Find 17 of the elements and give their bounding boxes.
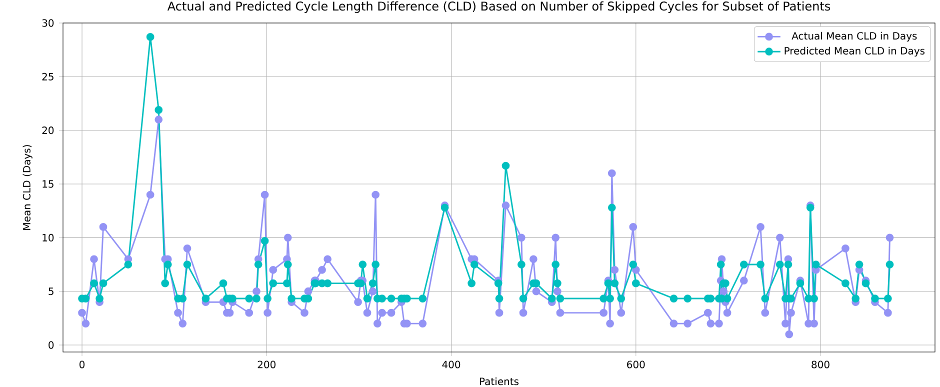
y-tick-label: 5: [48, 288, 54, 296]
x-axis-title: Patients: [480, 377, 519, 386]
y-tick-label: 25: [42, 72, 54, 80]
x-tick-label: 200: [258, 360, 276, 368]
y-tick-label: 0: [48, 341, 54, 349]
x-tick-label: 800: [812, 360, 830, 368]
x-tick-label: 0: [80, 360, 85, 368]
x-tick-label: 400: [442, 360, 460, 368]
y-tick-label: 15: [42, 180, 54, 188]
chart-title: Actual and Predicted Cycle Length Difference (CLD) Based on Number of Skipped Cycles for Subset of Patients: [167, 1, 830, 13]
y-axis-title: Mean CLD (Days): [22, 145, 32, 230]
x-tick-label: 600: [627, 360, 645, 368]
legend-label: Predicted Mean CLD in Days: [784, 46, 925, 56]
y-tick-label: 10: [42, 234, 54, 242]
y-tick-label: 20: [42, 126, 54, 134]
y-tick-label: 30: [42, 19, 54, 27]
legend-label: Actual Mean CLD in Days: [792, 32, 917, 42]
